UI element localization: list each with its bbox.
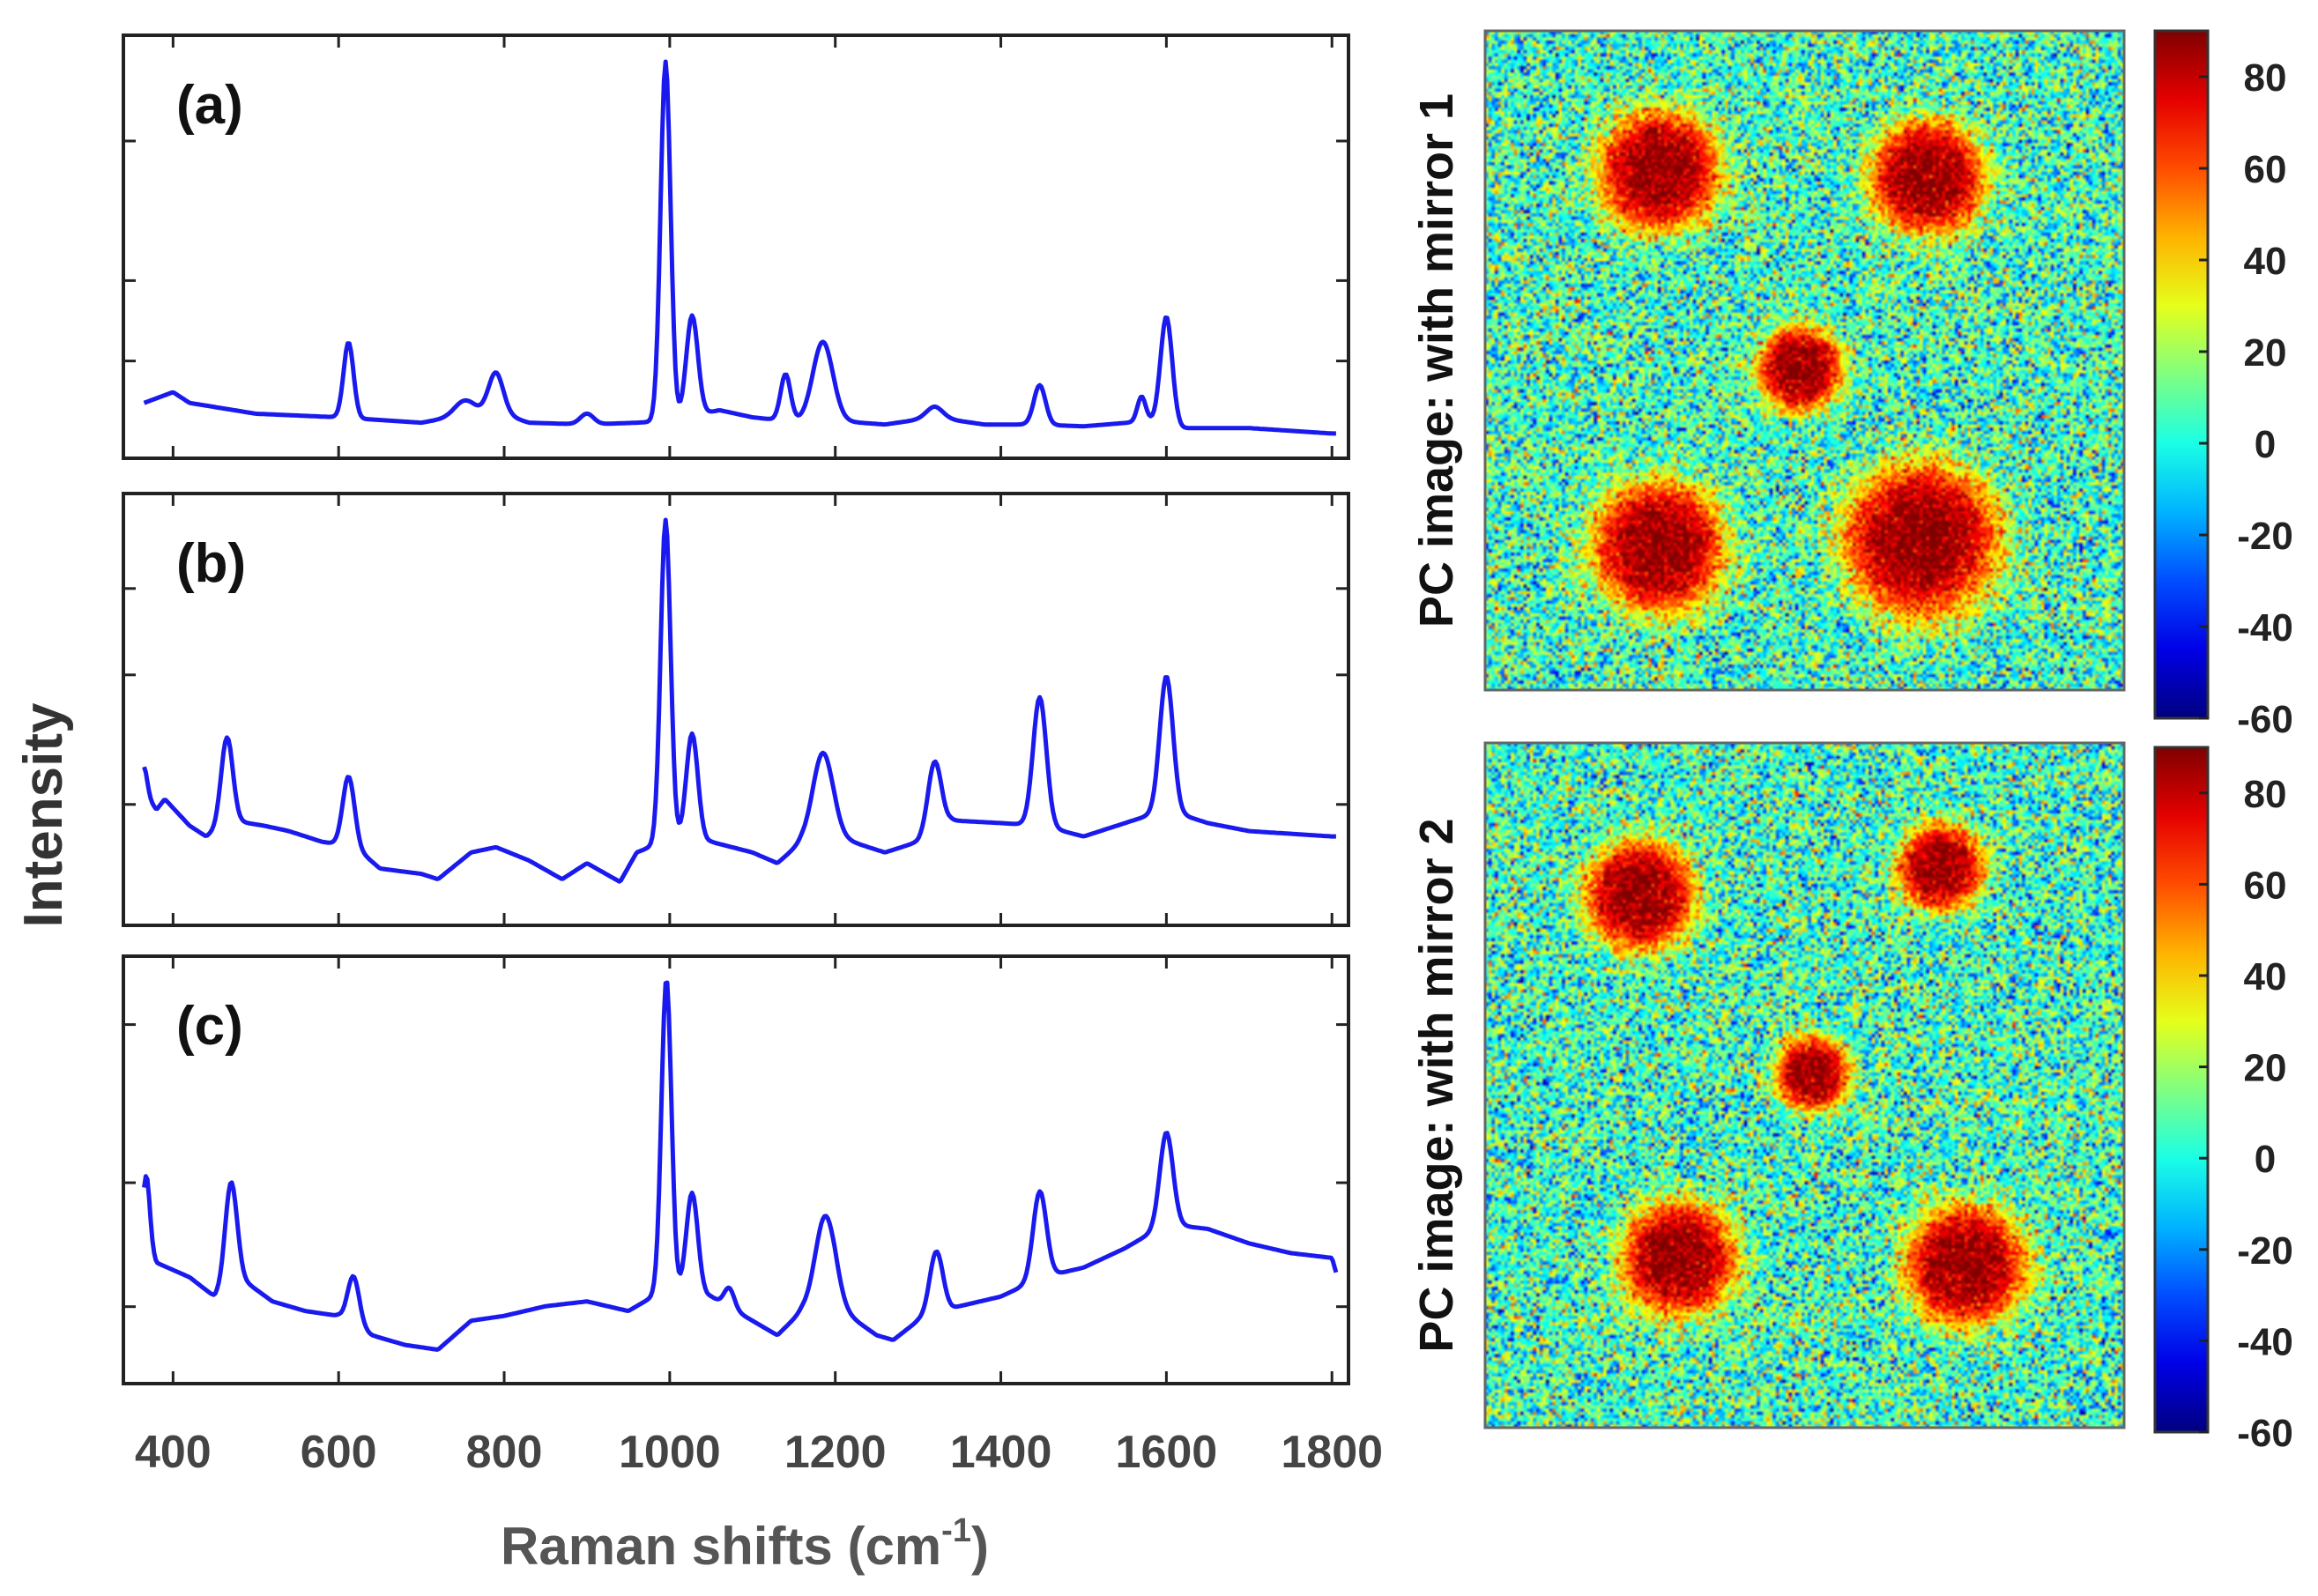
x-tick-label: 1600 (1116, 1427, 1218, 1478)
spectrum-panel: (c) (122, 954, 1350, 1385)
heatmap-title: PC image: with mirror 2 (1410, 818, 1463, 1352)
heatmap-frame (1483, 29, 2126, 692)
plot-frame (122, 954, 1350, 1385)
colorbar-tick-label: 0 (2255, 1138, 2276, 1181)
colorbar-tick-label: 20 (2244, 1047, 2287, 1090)
spectrum-panel: (a) (122, 33, 1350, 460)
colorbar-tick-label: 40 (2244, 955, 2287, 998)
colorbar-tick-label: -60 (2237, 698, 2293, 741)
x-axis-label-superscript: -1 (941, 1512, 971, 1549)
x-tick-label: 800 (466, 1427, 543, 1478)
x-tick-labels: 400 600 800 1000 1200 1400 1600 1800 (135, 1427, 1383, 1478)
colorbar-tick-label: 80 (2244, 773, 2287, 816)
colorbar-tick-label: -60 (2237, 1412, 2293, 1455)
colorbar (2153, 746, 2210, 1434)
spectra-panels: (a) (b) (c) (122, 33, 1350, 1385)
x-tick-label: 400 (135, 1427, 212, 1478)
colorbar-tick-label: 60 (2244, 864, 2287, 907)
spectrum-line (142, 980, 1339, 1352)
x-tick-label: 1200 (784, 1427, 887, 1478)
x-tick-label: 1800 (1281, 1427, 1383, 1478)
heatmap-panel: PC image: with mirror 2 80 60 40 20 0 -20 -40 -6… (1410, 741, 2293, 1455)
x-axis-label-close: ) (971, 1517, 989, 1576)
x-tick-label: 1000 (619, 1427, 721, 1478)
colorbar-tick-label: 20 (2244, 331, 2287, 375)
x-axis-label-main: Raman shifts (cm (501, 1517, 941, 1576)
heatmap-image (1485, 743, 2124, 1428)
x-tick-label: 600 (301, 1427, 377, 1478)
spectrum-line (142, 517, 1337, 884)
colorbar-tick-label: 40 (2244, 240, 2287, 283)
x-axis-label: Raman shifts (cm-1) (501, 1512, 989, 1576)
plot-frame (122, 492, 1350, 927)
x-tick-label: 1400 (950, 1427, 1052, 1478)
panel-label: (b) (176, 533, 246, 594)
colorbar-tick-label: 0 (2255, 423, 2276, 466)
colorbar-tick-label: -40 (2237, 606, 2293, 650)
colorbar-tick-label: -40 (2237, 1320, 2293, 1363)
y-axis-label: Intensity (13, 702, 74, 927)
spectrum-panel: (b) (122, 492, 1350, 927)
spectrum-line (143, 59, 1337, 436)
heatmap-title: PC image: with mirror 1 (1410, 93, 1463, 627)
heatmap-panels: PC image: with mirror 1 80 60 40 20 0 -20 -40 -6… (1410, 29, 2293, 1455)
heatmap-panel: PC image: with mirror 1 80 60 40 20 0 -20 -40 -6… (1410, 29, 2293, 741)
panel-label: (c) (176, 996, 243, 1057)
colorbar-tick-label: 60 (2244, 148, 2287, 191)
colorbar-tick-label: 80 (2244, 56, 2287, 100)
heatmap-image (1485, 31, 2124, 690)
panel-label: (a) (176, 75, 243, 136)
heatmap-frame (1483, 741, 2126, 1429)
colorbar (2153, 29, 2210, 720)
colorbar-tick-label: -20 (2237, 515, 2293, 558)
colorbar-tick-label: -20 (2237, 1229, 2293, 1273)
plot-frame (122, 33, 1350, 460)
